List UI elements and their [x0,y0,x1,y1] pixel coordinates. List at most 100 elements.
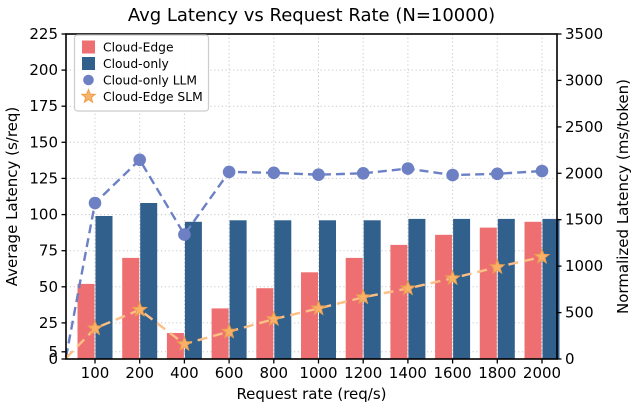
x-tick-label: 1000 [299,364,337,382]
left-tick-label: 175 [29,97,58,115]
x-tick-label: 1600 [434,364,472,382]
left-tick-label: 225 [29,25,58,43]
cloud-only-llm-point-marker [356,167,370,180]
plot-frame [65,33,558,360]
legend-circle-marker-icon [83,74,94,86]
legend-item-cloud-edge-slm: Cloud-Edge SLM [80,88,203,104]
bar-cloud-only [453,218,471,359]
x-tick-label: 600 [215,364,244,382]
right-tick-label: 500 [565,304,594,322]
cloud-only-llm-line [64,157,543,358]
cloud-only-llm-point-marker [312,168,325,181]
bar-cloud-edge [390,244,408,359]
bar-cloud-edge [301,272,318,359]
bar-cloud-edge [524,221,542,359]
bar-cloud-only [95,216,113,359]
bar-cloud-only [542,218,560,359]
cloud-only-llm-point-marker [178,228,191,241]
bar-cloud-only [408,218,426,359]
cloud-edge-slm-star-marker [220,322,238,339]
legend-label: Cloud-Edge [103,41,174,55]
cloud-edge-slm-line [65,255,543,359]
cloud-only-llm-point-marker [401,162,415,175]
left-tick-label: 200 [29,61,58,79]
left-tick-label: 100 [29,206,58,224]
bar-cloud-edge [479,227,497,359]
bar-cloud-edge [256,288,274,359]
chart-title: Avg Latency vs Request Rate (N=10000) [128,5,495,26]
bar-cloud-only [274,220,292,359]
cloud-edge-slm-star-marker [176,335,193,352]
cloud-only-llm-point-marker [446,168,459,182]
x-tick-label: 1400 [389,364,427,382]
x-tick-label: 2000 [523,364,561,382]
legend: Cloud-Edge Cloud-only Cloud-only LLM Cloud-… [73,34,210,112]
cloud-edge-slm-star-marker [310,299,327,316]
right-tick-label: 1000 [565,257,603,275]
left-tick-label: 5 [48,343,58,361]
legend-item-cloud-only-llm: Cloud-only LLM [83,74,197,88]
cloud-only-llm-point-marker [267,166,281,180]
right-tick-label: 1500 [565,211,603,229]
cloud-only-llm-point-marker [535,164,549,178]
bar-cloud-only [184,221,202,359]
tick-labels: 0525507510012515017520022505001000150020… [29,25,603,382]
cloud-edge-slm-star-marker [399,279,417,296]
x-tick-label: 1200 [344,364,382,382]
bar-cloud-edge [435,234,453,359]
cloud-edge-slm-star-marker [131,301,148,317]
bar-cloud-edge [122,257,140,359]
x-tick-label: 200 [125,364,154,382]
x-axis-label: Request rate (req/s) [236,385,386,403]
left-tick-label: 150 [29,133,58,151]
legend-swatch-cloud-only [82,57,95,70]
bar-cloud-only [229,220,247,359]
line-series-cloud-only-llm [64,153,549,358]
cloud-edge-slm-star-marker [86,319,104,336]
legend-item-cloud-edge: Cloud-Edge [82,40,174,55]
line-series-cloud-edge-slm [65,248,551,359]
bar-cloud-only [140,203,158,359]
left-tick-label: 25 [39,314,58,332]
cloud-only-llm-point-marker [133,153,146,167]
right-tick-label: 3500 [565,25,603,43]
bar-cloud-only [319,220,336,359]
cloud-edge-slm-star-marker [265,310,283,327]
legend-star-marker-icon [80,88,97,104]
legend-item-cloud-only: Cloud-only [82,57,169,71]
cloud-only-llm-point-marker [88,196,102,210]
left-tick-label: 0 [48,350,58,368]
legend-box [73,34,210,112]
bar-cloud-only [497,218,515,359]
left-tick-label: 75 [39,242,58,260]
x-tick-label: 100 [81,364,110,382]
right-tick-label: 2500 [565,118,603,136]
legend-label: Cloud-only [103,57,169,71]
bar-cloud-edge [166,333,184,359]
bar-cloud-only [363,220,381,359]
right-axis-label: Normalized Latency (ms/token) [614,79,632,314]
axis-ticks [61,33,562,364]
left-axis-label: Average Latency (s/req) [3,107,21,287]
left-tick-label: 125 [29,169,58,187]
bar-cloud-edge [77,283,95,359]
right-tick-label: 2000 [565,164,603,182]
legend-swatch-cloud-edge [82,40,95,54]
cloud-edge-slm-star-marker [444,269,461,286]
cloud-edge-slm-star-marker [533,248,551,264]
legend-label: Cloud-only LLM [103,74,197,88]
x-tick-label: 800 [259,364,288,382]
cloud-edge-slm-star-marker [354,288,372,305]
left-tick-label: 50 [39,278,58,296]
bar-cloud-edge [345,257,363,359]
legend-label: Cloud-Edge SLM [103,90,203,104]
x-tick-label: 1800 [478,364,516,382]
cloud-edge-slm-star-marker [489,258,506,275]
cloud-only-llm-point-marker [491,167,504,181]
right-tick-label: 0 [565,350,575,368]
cloud-only-llm-point-marker [222,165,236,179]
right-tick-label: 3000 [565,71,603,89]
x-tick-label: 400 [170,364,199,382]
